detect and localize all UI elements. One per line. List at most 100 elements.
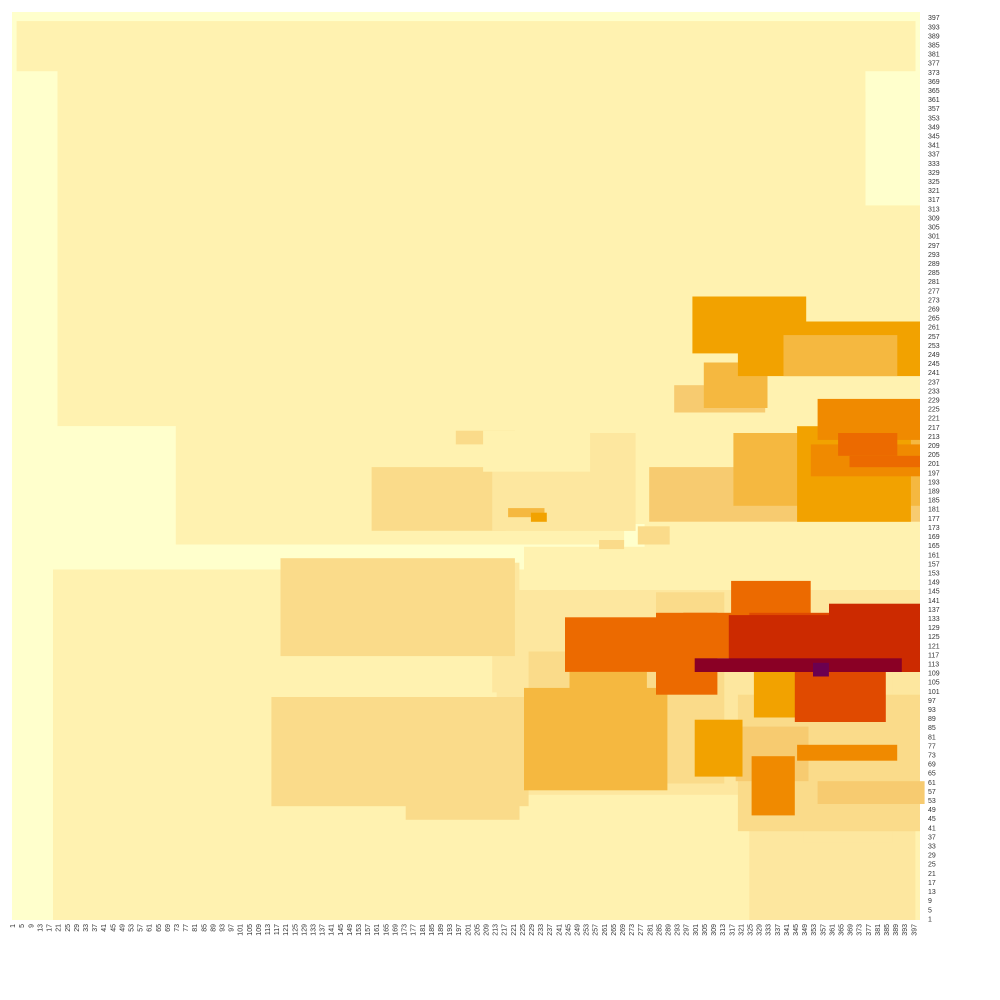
y-tick-label: 77: [928, 743, 936, 750]
y-tick-label: 309: [928, 215, 940, 222]
y-tick-label: 45: [928, 816, 936, 823]
y-tick-label: 185: [928, 498, 940, 505]
y-tick-label: 21: [928, 871, 936, 878]
x-tick-label: 133: [311, 924, 318, 936]
x-tick-label: 145: [338, 924, 345, 936]
x-tick-label: 25: [65, 924, 72, 932]
x-tick-label: 345: [793, 924, 800, 936]
x-tick-label: 349: [802, 924, 809, 936]
x-tick-label: 293: [675, 924, 682, 936]
heatmap-region: [565, 617, 670, 672]
x-tick-label: 13: [37, 924, 44, 932]
y-tick-label: 341: [928, 143, 940, 150]
heatmap-region: [813, 662, 829, 677]
y-tick-label: 213: [928, 434, 940, 441]
x-tick-label: 81: [192, 924, 199, 932]
x-tick-label: 113: [265, 924, 272, 935]
y-tick-label: 373: [928, 70, 940, 77]
x-tick-label: 297: [684, 924, 691, 936]
y-tick-label: 249: [928, 352, 940, 359]
y-tick-label: 257: [928, 334, 940, 341]
y-tick-label: 305: [928, 225, 940, 232]
y-tick-label: 397: [928, 15, 940, 22]
x-tick-label: 165: [383, 924, 390, 936]
y-tick-label: 345: [928, 134, 940, 141]
y-tick-label: 169: [928, 534, 940, 541]
x-tick-label: 61: [147, 924, 154, 932]
y-tick-label: 289: [928, 261, 940, 268]
y-tick-label: 101: [928, 689, 940, 696]
x-tick-label: 253: [584, 924, 591, 936]
y-tick-label: 9: [928, 898, 932, 905]
x-tick-label: 57: [138, 924, 145, 932]
y-tick-label: 189: [928, 489, 940, 496]
heatmap-region: [578, 797, 650, 898]
y-tick-label: 221: [928, 416, 940, 423]
heatmap-region: [280, 558, 515, 657]
y-tick-label: 337: [928, 152, 940, 159]
heatmap-region: [530, 512, 547, 522]
y-tick-label: 209: [928, 443, 940, 450]
x-tick-label: 289: [666, 924, 673, 936]
x-tick-label: 153: [356, 924, 363, 936]
x-tick-label: 373: [857, 924, 864, 936]
x-tick-label: 69: [165, 924, 172, 932]
y-tick-label: 93: [928, 707, 936, 714]
x-tick-label: 193: [447, 924, 454, 936]
y-tick-label: 97: [928, 698, 936, 705]
x-tick-label: 173: [402, 924, 409, 936]
y-tick-label: 165: [928, 543, 940, 550]
x-tick-label: 333: [766, 924, 773, 936]
x-tick-label: 337: [775, 924, 782, 936]
x-tick-label: 85: [201, 924, 208, 932]
x-tick-label: 9: [28, 924, 35, 928]
heatmap-region: [783, 335, 898, 377]
y-tick-label: 113: [928, 662, 939, 669]
y-tick-label: 25: [928, 862, 936, 869]
x-tick-label: 217: [502, 924, 509, 936]
heatmap-region: [817, 781, 925, 804]
y-tick-label: 349: [928, 124, 940, 131]
x-tick-label: 37: [92, 924, 99, 932]
heatmap-region: [405, 747, 520, 820]
x-tick-label: 237: [547, 924, 554, 936]
heatmap-region: [16, 21, 916, 72]
x-tick-label: 245: [565, 924, 572, 936]
y-tick-label: 261: [928, 325, 940, 332]
y-tick-label: 73: [928, 753, 936, 760]
y-tick-label: 149: [928, 580, 940, 587]
x-tick-label: 229: [529, 924, 536, 936]
y-tick-label: 161: [928, 552, 940, 559]
x-tick-label: 109: [256, 924, 263, 936]
y-tick-label: 353: [928, 115, 940, 122]
x-tick-label: 149: [347, 924, 354, 936]
x-tick-label: 213: [493, 924, 500, 936]
heatmap-region: [849, 455, 920, 468]
heatmap-region: [508, 508, 545, 518]
y-tick-label: 229: [928, 398, 940, 405]
y-tick-label: 85: [928, 725, 936, 732]
x-tick-label: 157: [365, 924, 372, 936]
y-tick-label: 121: [928, 643, 940, 650]
x-tick-label: 389: [893, 924, 900, 936]
y-tick-label: 241: [928, 370, 940, 377]
x-tick-label: 5: [19, 924, 26, 928]
heatmap-region: [599, 540, 625, 550]
x-tick-label: 221: [511, 924, 518, 936]
y-tick-label: 53: [928, 798, 936, 805]
y-tick-label: 37: [928, 834, 936, 841]
y-tick-label: 193: [928, 479, 940, 486]
y-tick-label: 217: [928, 425, 940, 432]
x-tick-label: 189: [438, 924, 445, 936]
x-tick-label: 381: [875, 924, 882, 936]
y-tick-label: 273: [928, 297, 940, 304]
y-tick-label: 277: [928, 288, 940, 295]
x-tick-label: 117: [274, 924, 281, 935]
heatmap-region: [483, 430, 591, 472]
x-tick-label: 341: [784, 924, 791, 936]
x-tick-label: 1: [10, 924, 17, 928]
x-tick-label: 241: [556, 924, 563, 936]
y-tick-label: 117: [928, 652, 939, 659]
y-tick-label: 361: [928, 97, 940, 104]
